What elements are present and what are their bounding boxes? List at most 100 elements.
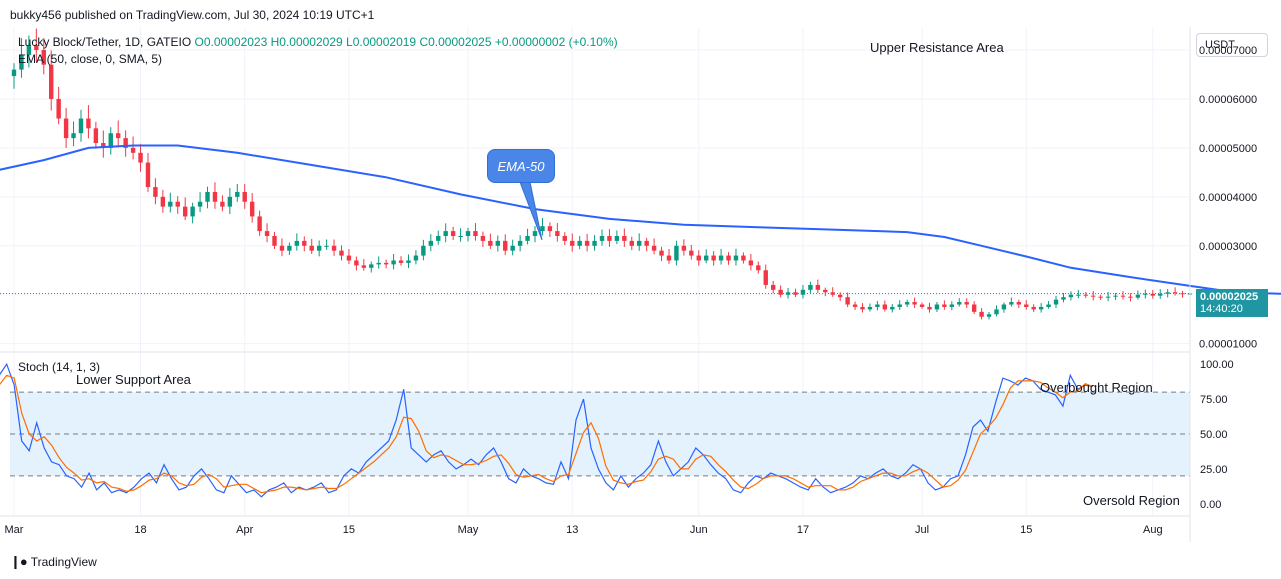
candle [175,196,180,214]
candle [309,238,314,254]
candle [279,238,285,257]
candle [1113,292,1118,300]
candle [227,188,233,215]
candle [957,298,962,307]
candle [71,121,76,147]
time-axis: Mar 18 Apr 15 May 13 Jun 17 Jul 15 Aug [5,524,1163,536]
candle [942,300,947,310]
time-tick-label: 15 [343,524,355,536]
price-tick-label: 0.00005000 [1199,143,1257,155]
candle [26,35,32,68]
candle [622,228,627,247]
time-tick-label: 18 [134,524,146,536]
candle [1038,303,1044,313]
ema-line [0,144,1281,295]
candle [160,189,166,213]
lower-support-label: Lower Support Area [76,372,191,387]
candle [116,120,121,148]
candle [398,256,404,266]
candle [1120,291,1126,300]
candle [1128,293,1133,302]
candle [49,50,54,111]
candle [733,248,739,266]
currency-button[interactable]: USDT [1196,33,1268,57]
candle [421,239,426,261]
candle [473,223,478,241]
candle [547,222,553,237]
candle [689,244,694,260]
candle [138,143,143,172]
stoch-k-line [0,362,1093,498]
candle [577,236,582,250]
ohlc-high: H0.00002029 [270,35,343,49]
candle [718,248,724,265]
candle [86,105,91,139]
candle [63,107,69,149]
symbol-name: Lucky Block/Tether, 1D, GATEIO [18,35,192,49]
candle [1076,290,1081,299]
price-tick-label: 0.00001000 [1199,339,1257,351]
candle [257,210,262,236]
candle [34,28,39,62]
candle [979,308,984,320]
candle [726,252,731,265]
candle [666,249,672,264]
stoch-legend[interactable]: Stoch (14, 1, 3) [18,360,101,374]
candle [488,233,493,249]
ema-legend[interactable]: EMA (50, close, 0, SMA, 5) [18,52,163,66]
candle [867,303,873,312]
candle [168,192,173,213]
candle [1024,300,1029,310]
tradingview-logo-icon: ❙● [10,554,28,569]
candle [436,230,441,245]
candle [770,280,776,294]
candle [659,246,664,262]
candle [1143,289,1148,299]
candle [294,233,300,251]
ohlc-open: O0.00002023 [194,35,268,49]
stoch-tick-label: 100.00 [1200,359,1234,371]
candle [465,227,471,242]
candle [949,301,955,311]
candle [748,253,754,271]
candle [339,245,344,261]
candle [704,249,709,264]
candle [711,251,716,266]
candle [570,233,575,252]
time-tick-label: May [458,524,479,536]
stoch-tick-label: 50.00 [1200,429,1228,441]
candle [1068,291,1074,301]
candle [1150,289,1155,299]
candle [130,136,136,160]
candle [756,261,761,274]
candle [1046,301,1051,309]
candle [510,239,515,256]
candle [1091,290,1096,301]
candle [845,292,850,308]
candle [800,284,806,299]
candle [383,259,389,269]
candle [406,254,411,269]
candle [778,285,783,298]
candle [927,302,932,313]
upper-resistance-label: Upper Resistance Area [870,40,1004,55]
candle [607,229,612,247]
candle [860,303,865,313]
candle [1135,290,1141,300]
price-tick-label: 0.00007000 [1199,45,1257,57]
candle [272,231,277,249]
candle [123,130,128,157]
ohlc-change: +0.00000002 (+0.10%) [494,35,618,49]
oversold-label: Oversold Region [1083,493,1180,508]
ema-callout: EMA-50 [487,149,555,183]
candle [324,239,329,250]
candle [56,86,61,125]
candle [785,287,791,299]
tradingview-logo[interactable]: ❙● TradingView [10,554,97,570]
candle [331,239,337,256]
candle [78,109,84,142]
candle [503,234,508,256]
candle [369,261,374,273]
candle [1001,302,1007,313]
grid-layer [0,28,1190,515]
